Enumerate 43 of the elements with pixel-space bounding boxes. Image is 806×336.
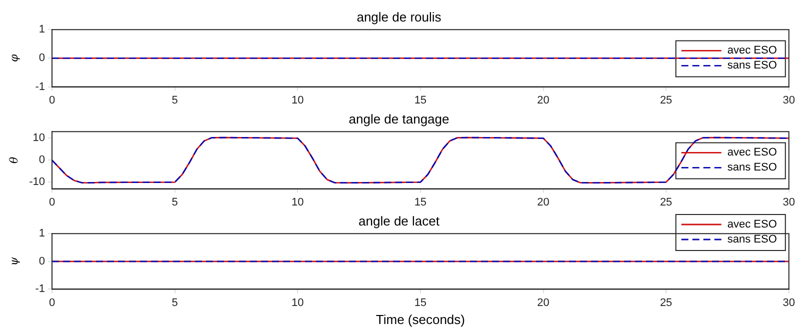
x-axis-title: Time (seconds) (376, 312, 465, 327)
x-tick-label: 5 (172, 94, 178, 106)
x-tick-label: 5 (172, 296, 178, 309)
y-tick-label: -1 (35, 283, 45, 296)
y-tick-label: 0 (38, 255, 45, 268)
x-tick-label: 25 (660, 196, 672, 208)
x-tick-label: 10 (292, 196, 304, 208)
legend-label: sans ESO (727, 162, 778, 174)
y-tick-label: 10 (32, 132, 45, 144)
x-tick-label: 25 (660, 94, 672, 106)
x-tick-label: 15 (414, 196, 427, 208)
x-tick-label: 10 (292, 94, 304, 106)
x-tick-label: 0 (48, 94, 56, 106)
legend-label: sans ESO (727, 234, 778, 246)
x-tick-label: 0 (48, 296, 56, 309)
x-tick-label: 0 (48, 196, 56, 208)
x-tick-label: 20 (537, 196, 550, 208)
x-tick-label: 5 (172, 196, 178, 208)
y-tick-label: 1 (38, 24, 45, 36)
y-tick-label: -1 (35, 80, 45, 93)
legend-label: avec ESO (727, 44, 778, 57)
x-tick-label: 20 (537, 296, 550, 309)
x-tick-label: 30 (782, 196, 796, 208)
legend-label: avec ESO (727, 218, 778, 231)
x-tick-label: 15 (414, 94, 427, 106)
x-tick-label: 25 (660, 296, 672, 309)
x-tick-label: 10 (292, 296, 304, 309)
legend-label: sans ESO (727, 60, 778, 72)
y-tick-label: 1 (38, 228, 45, 240)
x-tick-label: 20 (537, 94, 550, 106)
x-tick-label: 30 (782, 94, 796, 106)
legend-label: avec ESO (727, 146, 778, 159)
y-axis-title: ψ (7, 256, 20, 266)
y-tick-label: -10 (29, 176, 45, 188)
y-tick-label: 0 (38, 154, 45, 166)
chart-title: angle de roulis (356, 9, 442, 24)
x-tick-label: 30 (782, 296, 796, 309)
x-tick-label: 15 (414, 296, 427, 309)
chart-title: angle de tangage (348, 111, 450, 126)
chart-title: angle de lacet (358, 213, 440, 228)
y-axis-title: θ (7, 156, 20, 164)
y-tick-label: 0 (38, 52, 45, 64)
y-axis-title: φ (7, 54, 20, 62)
